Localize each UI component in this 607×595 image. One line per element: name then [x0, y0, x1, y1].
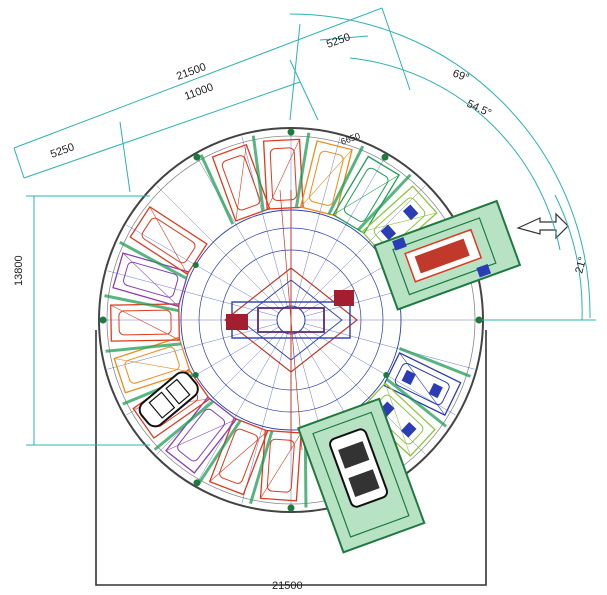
- radial-line: [241, 136, 288, 307]
- pivot-dot: [287, 504, 295, 512]
- ground-frame: [95, 330, 487, 586]
- radial-line: [195, 331, 285, 485]
- pivot-dot: [192, 372, 199, 378]
- angle-middle: 54.5°: [465, 98, 493, 120]
- radial-line: [304, 323, 475, 370]
- radial-line: [300, 185, 426, 311]
- parking-slot: [356, 173, 438, 260]
- parking-slot: [359, 377, 448, 457]
- pivot-dot: [193, 153, 201, 161]
- radial-line: [241, 333, 288, 504]
- radial-line: [297, 155, 387, 309]
- radial-line: [156, 329, 282, 455]
- parking-slot: [105, 303, 182, 353]
- angle-outer: 69°: [451, 68, 471, 85]
- pivot-dot: [193, 479, 201, 487]
- radial-line: [294, 136, 341, 307]
- dimension-lines: [13, 7, 596, 446]
- dim-small: 6650: [339, 131, 361, 147]
- central-transfer-platform: [224, 189, 358, 451]
- entry-platform-right: [373, 199, 522, 311]
- radial-line: [302, 326, 456, 416]
- pivot-dot: [192, 262, 199, 268]
- radial-line: [126, 224, 280, 314]
- pivot-dot: [99, 316, 107, 324]
- parking-slot: [251, 135, 304, 212]
- parking-slot: [199, 143, 271, 225]
- car-outline-left: [138, 371, 199, 428]
- pivot-dot: [381, 153, 389, 161]
- parking-slot: [104, 252, 190, 313]
- pivot-dot: [475, 316, 483, 324]
- radial-line: [107, 270, 278, 317]
- entry-arrow: [516, 212, 569, 240]
- dim-offset-left: 5250: [49, 141, 76, 161]
- dim-inner-width-top: 11000: [183, 81, 215, 102]
- pivot-dot: [287, 128, 295, 136]
- parking-slot: [208, 417, 274, 505]
- pivot-dot: [383, 372, 390, 378]
- radial-line: [107, 323, 278, 370]
- dim-overall-width-top: 21500: [175, 61, 208, 83]
- radial-line: [195, 155, 285, 309]
- dim-overall-width-bottom: 21500: [272, 580, 303, 590]
- radial-line: [156, 185, 282, 311]
- dim-height-left: 13800: [13, 255, 25, 286]
- parking-slot: [294, 132, 353, 217]
- parking-slot: [119, 205, 208, 280]
- entry-platform-bottom: [297, 397, 426, 554]
- dim-offset-right: 5250: [325, 31, 352, 51]
- angle-lower: 21°: [573, 256, 589, 275]
